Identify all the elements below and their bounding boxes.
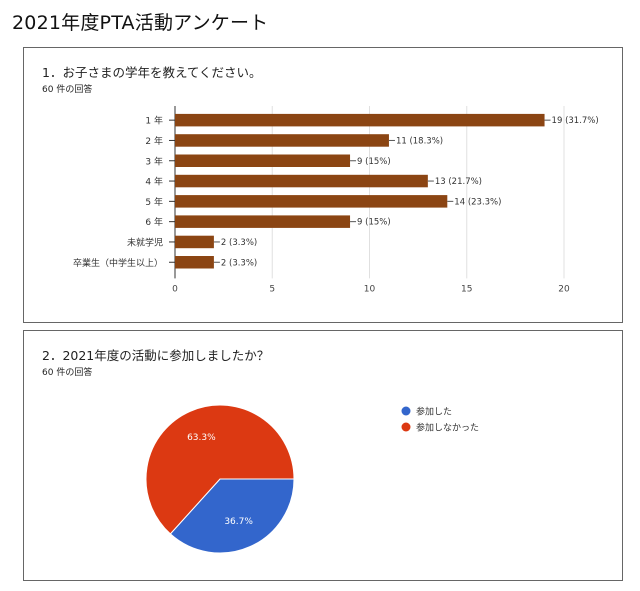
data-label: 13 (21.7%)	[435, 177, 482, 187]
data-label: 19 (31.7%)	[552, 116, 599, 126]
question-title: 2．2021年度の活動に参加しましたか？	[42, 348, 270, 363]
category-label: 卒業生（中学生以上）	[73, 257, 163, 269]
data-label: 14 (23.3%)	[454, 197, 501, 207]
x-tick-label: 5	[269, 284, 275, 294]
data-label: 9 (15%)	[357, 218, 391, 228]
bar-chart: 0 5 10 15 20 1 年 19 (31.7%) 2 年 11 (18.3%) 3 年 9 (…	[73, 106, 599, 294]
category-label: 1 年	[145, 115, 163, 127]
bar	[175, 235, 214, 249]
question-card-1: 1．お子さまの学年を教えてください。 60 件の回答 0 5 10 15 20 1 年 19…	[23, 47, 623, 323]
bar	[175, 154, 351, 167]
legend-label: 参加した	[416, 406, 452, 418]
x-tick-label: 20	[558, 284, 570, 294]
page-title: 2021年度PTA活動アンケート	[12, 12, 269, 34]
response-count: 60 件の回答	[42, 85, 93, 95]
pie-slice	[145, 404, 295, 535]
bar	[175, 134, 389, 147]
x-tick-label: 10	[364, 284, 376, 294]
legend-label: 参加しなかった	[416, 422, 479, 434]
bar	[175, 113, 545, 127]
bar	[175, 195, 448, 208]
data-label: 2 (3.3%)	[221, 238, 257, 248]
question-card-2: 2．2021年度の活動に参加しましたか？ 60 件の回答 36.7% 63.3% 参…	[23, 330, 623, 581]
question-title: 1．お子さまの学年を教えてください。	[42, 65, 262, 80]
legend-marker	[401, 422, 411, 432]
x-tick-label: 15	[461, 284, 472, 294]
slice-label: 63.3%	[187, 433, 216, 443]
category-label: 5 年	[145, 196, 163, 208]
category-label: 2 年	[145, 135, 163, 147]
category-label: 3 年	[145, 155, 163, 167]
slice-label: 36.7%	[224, 517, 253, 527]
x-tick-label: 0	[172, 284, 178, 294]
category-label: 6 年	[145, 216, 163, 228]
data-label: 9 (15%)	[357, 157, 391, 167]
category-label: 4 年	[145, 176, 163, 188]
bar	[175, 215, 351, 228]
pie-slice	[169, 478, 295, 554]
data-label: 2 (3.3%)	[221, 258, 257, 268]
response-count: 60 件の回答	[42, 368, 93, 378]
bar	[175, 174, 428, 188]
category-label: 未就学児	[127, 236, 163, 248]
data-label: 11 (18.3%)	[396, 136, 443, 146]
bar	[175, 256, 214, 269]
legend-marker	[401, 406, 411, 416]
